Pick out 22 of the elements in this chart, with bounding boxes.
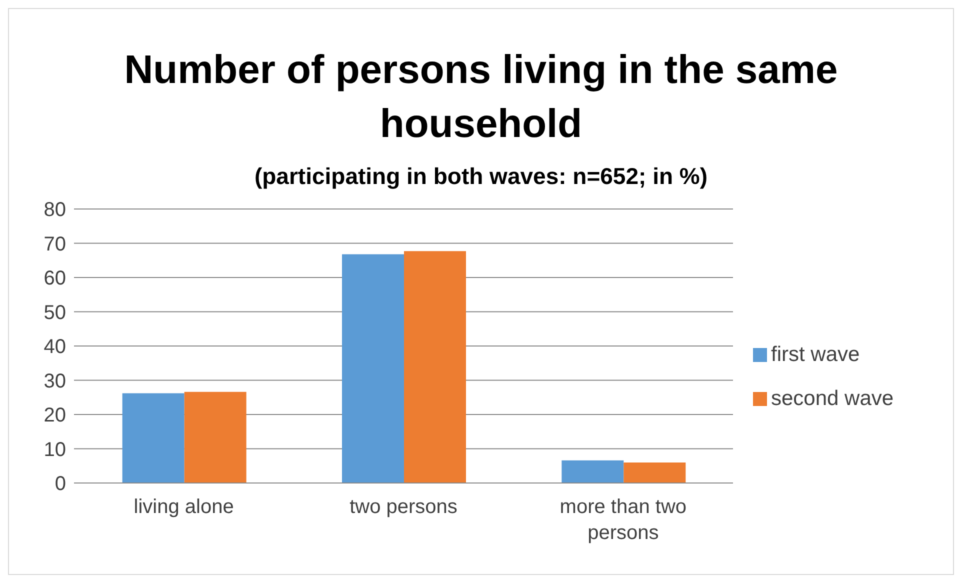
bar bbox=[624, 462, 686, 483]
bar bbox=[342, 254, 404, 483]
x-tick-label: living alone bbox=[134, 496, 234, 518]
x-tick-label: two persons bbox=[350, 496, 458, 518]
legend-label: first wave bbox=[771, 343, 860, 366]
bar bbox=[122, 393, 184, 483]
y-tick-label: 20 bbox=[44, 404, 66, 427]
y-tick-label: 10 bbox=[44, 438, 66, 461]
bar bbox=[184, 392, 246, 483]
y-tick-label: 0 bbox=[54, 473, 66, 496]
y-tick-label: 50 bbox=[44, 302, 66, 324]
y-tick-label: 60 bbox=[44, 268, 66, 290]
legend-label: second wave bbox=[771, 387, 894, 410]
chart-title: Number of persons living in the same household bbox=[123, 47, 839, 148]
y-tick-label: 80 bbox=[44, 199, 66, 222]
y-tick-label: 40 bbox=[44, 336, 66, 358]
y-tick-label: 70 bbox=[44, 233, 66, 256]
chart-subtitle: (participating in both waves: n=652; in %) bbox=[253, 162, 709, 191]
y-tick-label: 30 bbox=[44, 370, 66, 392]
bar bbox=[404, 251, 466, 483]
bar bbox=[562, 460, 624, 483]
x-tick-label: more than two persons bbox=[560, 496, 687, 544]
